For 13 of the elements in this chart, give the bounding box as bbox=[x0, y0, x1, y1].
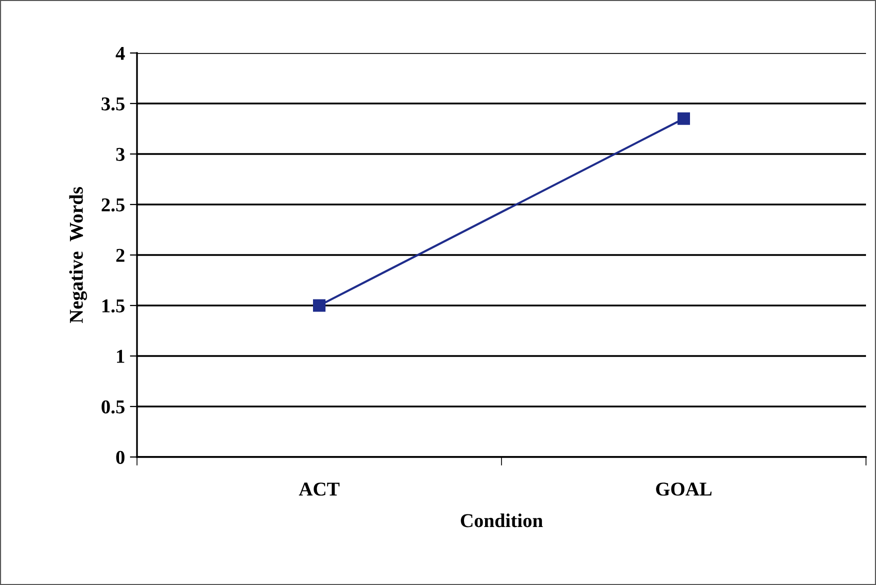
y-axis-title: Negative Words bbox=[69, 187, 87, 324]
y-tick-label: 0.5 bbox=[102, 400, 124, 414]
y-tick-label: 0 bbox=[116, 450, 124, 464]
y-tick-label: 3.5 bbox=[102, 97, 124, 111]
x-tick-label: ACT bbox=[298, 482, 340, 496]
y-tick-label: 3 bbox=[116, 148, 125, 161]
y-tick-label: 2.5 bbox=[102, 198, 124, 212]
y-tick-label: 2 bbox=[116, 248, 124, 262]
y-tick-label: 1.5 bbox=[102, 299, 124, 313]
x-tick-label: GOAL bbox=[656, 482, 712, 496]
y-tick-label: 4 bbox=[116, 46, 125, 60]
y-tick-label: 1 bbox=[117, 350, 124, 363]
x-axis-title: Condition bbox=[460, 514, 543, 528]
